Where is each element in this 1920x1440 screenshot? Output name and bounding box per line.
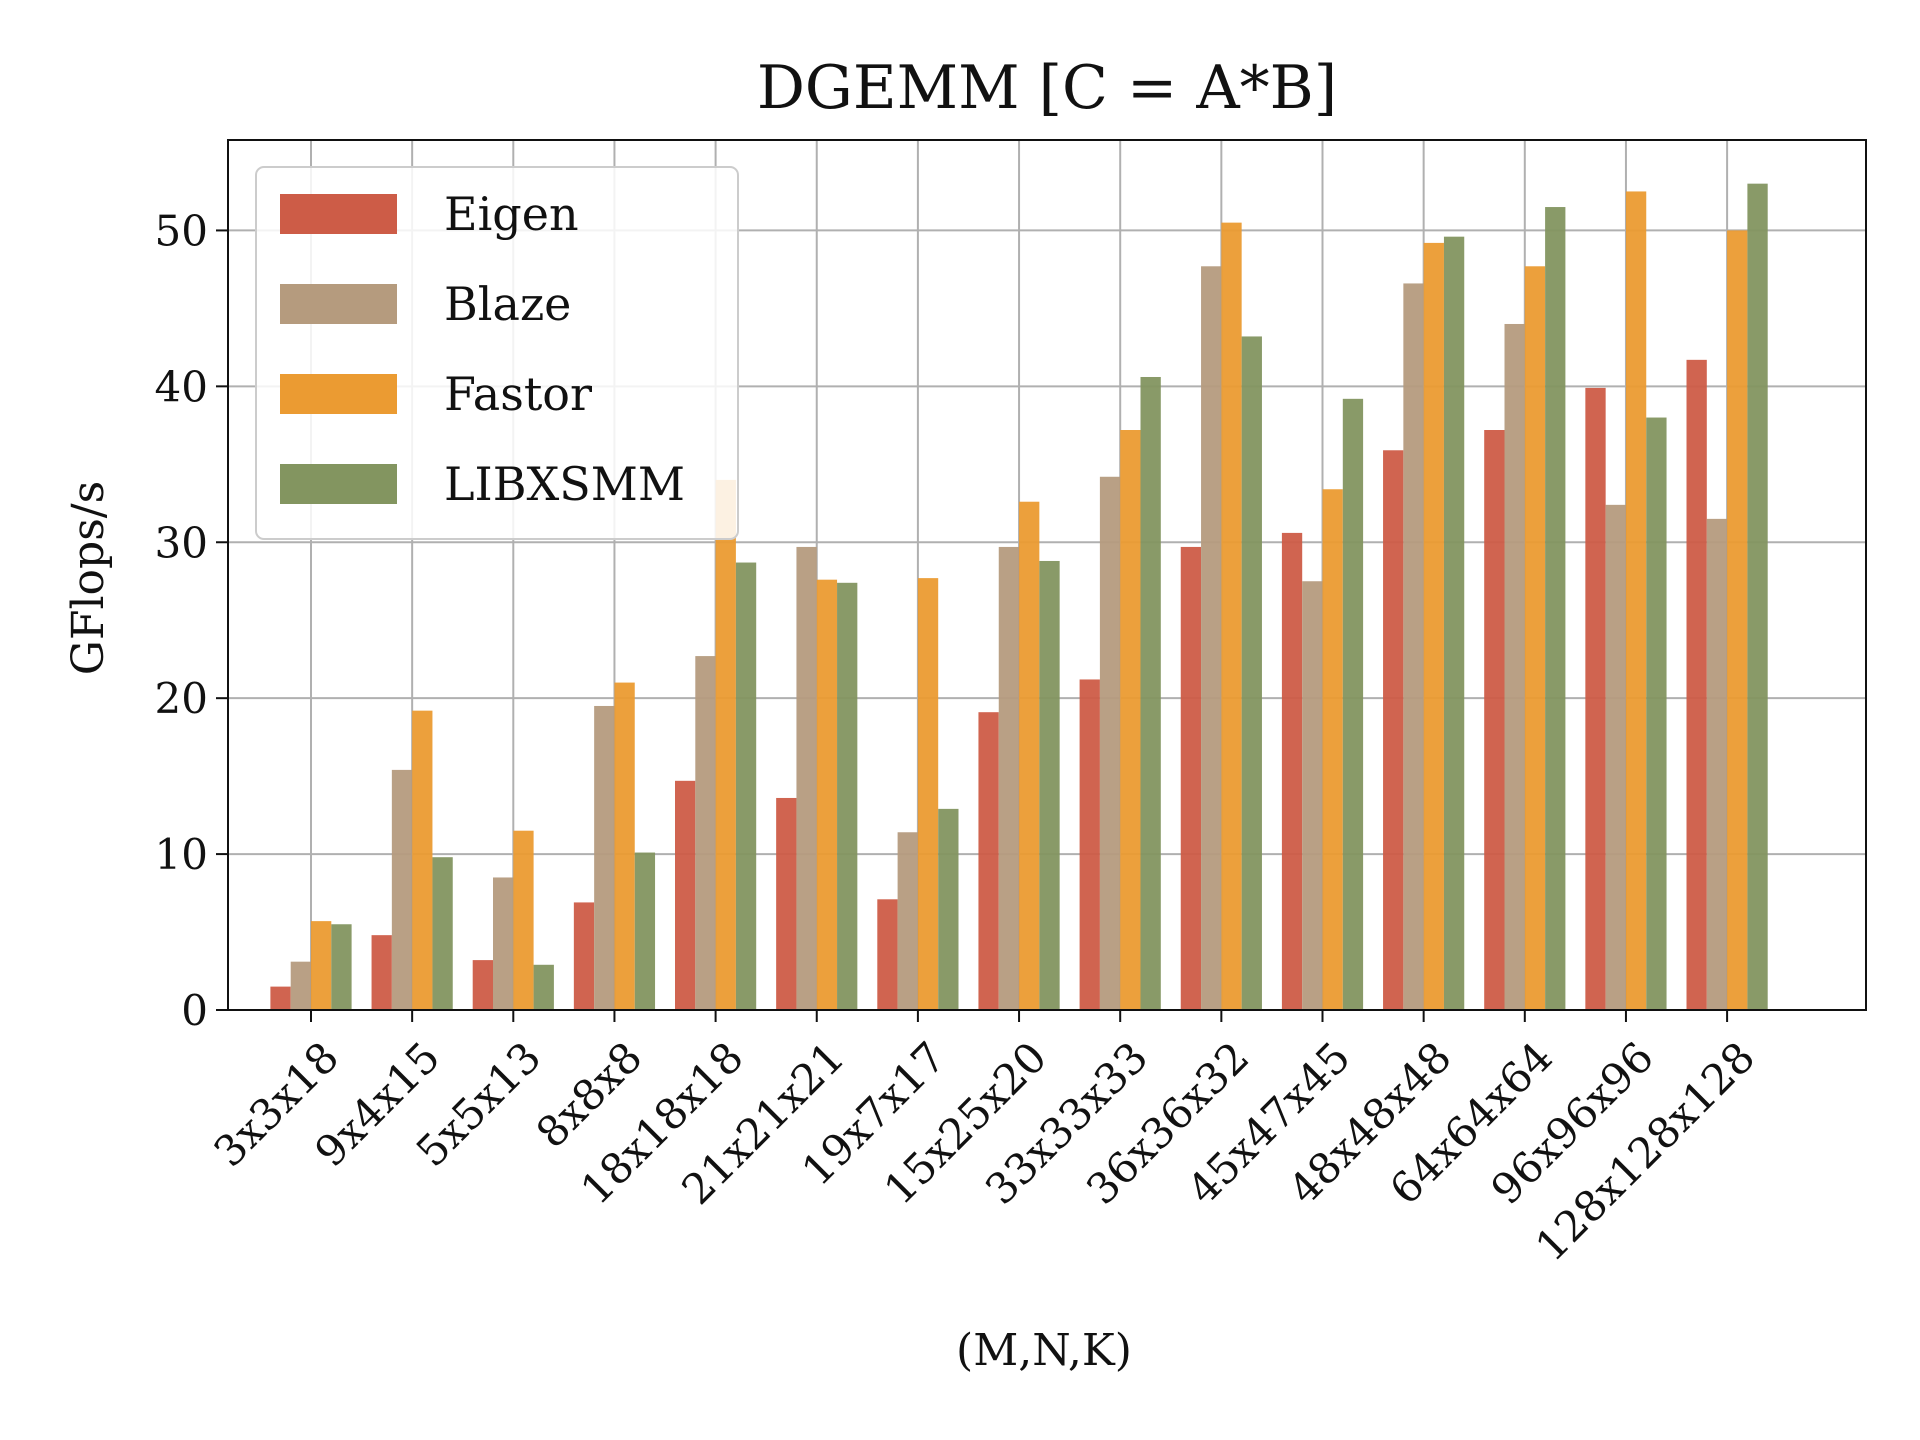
bar-libxsmm-8x8x8	[634, 852, 656, 1010]
bar-eigen-8x8x8	[573, 902, 595, 1010]
y-axis-label: GFlops/s	[63, 481, 114, 675]
bar-eigen-36x36x32	[1180, 546, 1202, 1010]
bar-fastor-19x7x17	[917, 578, 939, 1010]
bar-fastor-9x4x15	[412, 710, 433, 1010]
bar-blaze-45x47x45	[1302, 581, 1323, 1010]
bar-fastor-128x128x128	[1727, 230, 1748, 1010]
bar-fastor-48x48x48	[1423, 242, 1444, 1010]
chart-title: DGEMM [C = A*B]	[757, 53, 1337, 123]
bar-eigen-5x5x13	[472, 960, 493, 1010]
bar-libxsmm-3x3x18	[331, 924, 352, 1010]
bar-blaze-128x128x128	[1706, 518, 1728, 1010]
bars	[270, 183, 1768, 1011]
bar-eigen-128x128x128	[1686, 359, 1707, 1011]
bar-blaze-33x33x33	[1099, 476, 1121, 1010]
bar-fastor-15x25x20	[1019, 501, 1040, 1010]
legend-swatch-libxsmm	[280, 464, 397, 504]
legend: Eigen Blaze Fastor LIBXSMM	[255, 166, 739, 540]
bar-eigen-64x64x64	[1484, 430, 1505, 1010]
bar-fastor-64x64x64	[1524, 266, 1546, 1010]
bar-eigen-19x7x17	[877, 899, 898, 1010]
bar-eigen-3x3x18	[270, 986, 291, 1010]
bar-libxsmm-33x33x33	[1140, 376, 1161, 1010]
bar-blaze-15x25x20	[998, 546, 1020, 1010]
y-tick-label: 20	[155, 674, 208, 723]
bar-libxsmm-128x128x128	[1747, 183, 1768, 1010]
bar-eigen-96x96x96	[1585, 387, 1606, 1010]
bar-fastor-21x21x21	[816, 579, 838, 1010]
bar-blaze-19x7x17	[897, 832, 918, 1010]
bar-eigen-9x4x15	[371, 935, 392, 1010]
legend-label-libxsmm: LIBXSMM	[444, 457, 685, 511]
y-tick-label: 10	[155, 830, 208, 879]
bar-libxsmm-9x4x15	[432, 857, 453, 1010]
bar-libxsmm-36x36x32	[1241, 336, 1262, 1010]
x-axis-label: (M,N,K)	[956, 1325, 1132, 1376]
bar-libxsmm-48x48x48	[1443, 236, 1465, 1011]
bar-blaze-48x48x48	[1403, 283, 1424, 1010]
bar-fastor-33x33x33	[1120, 430, 1141, 1010]
bar-eigen-33x33x33	[1079, 679, 1100, 1010]
y-tick-label: 50	[155, 206, 208, 255]
bar-blaze-9x4x15	[391, 769, 413, 1010]
bar-fastor-18x18x18	[715, 479, 736, 1010]
bar-blaze-36x36x32	[1201, 266, 1222, 1010]
bar-fastor-5x5x13	[513, 830, 534, 1010]
bar-blaze-18x18x18	[695, 656, 716, 1010]
plot-frame	[227, 139, 1867, 1011]
bar-eigen-21x21x21	[776, 797, 797, 1010]
bar-fastor-96x96x96	[1625, 191, 1647, 1010]
y-tick-label: 40	[155, 362, 208, 411]
bar-libxsmm-21x21x21	[837, 582, 858, 1010]
legend-box	[255, 166, 739, 540]
bar-libxsmm-19x7x17	[938, 808, 959, 1010]
bar-libxsmm-64x64x64	[1545, 207, 1566, 1011]
bar-blaze-21x21x21	[796, 546, 817, 1010]
bar-eigen-45x47x45	[1281, 532, 1303, 1010]
bar-blaze-8x8x8	[594, 705, 615, 1010]
bar-fastor-36x36x32	[1221, 222, 1242, 1010]
bar-libxsmm-18x18x18	[735, 562, 757, 1010]
bar-libxsmm-45x47x45	[1342, 398, 1364, 1010]
legend-swatch-eigen	[280, 194, 397, 234]
bar-eigen-15x25x20	[978, 712, 999, 1010]
bar-libxsmm-5x5x13	[533, 964, 554, 1010]
bar-blaze-96x96x96	[1605, 504, 1626, 1010]
bar-libxsmm-96x96x96	[1646, 417, 1667, 1010]
bar-blaze-5x5x13	[493, 877, 514, 1010]
bar-eigen-18x18x18	[675, 780, 696, 1010]
bar-fastor-3x3x18	[311, 921, 332, 1010]
bar-blaze-3x3x18	[290, 961, 311, 1010]
y-tick-label: 30	[155, 518, 208, 567]
legend-swatch-fastor	[280, 374, 397, 414]
legend-label-fastor: Fastor	[444, 367, 592, 421]
legend-label-blaze: Blaze	[444, 277, 571, 331]
bar-fastor-45x47x45	[1322, 489, 1343, 1010]
y-tick-label: 0	[181, 986, 208, 1035]
bar-blaze-64x64x64	[1504, 323, 1525, 1011]
legend-label-eigen: Eigen	[444, 187, 579, 241]
bar-eigen-48x48x48	[1383, 450, 1404, 1010]
bar-libxsmm-15x25x20	[1039, 560, 1060, 1010]
legend-swatch-blaze	[280, 284, 397, 324]
bar-fastor-8x8x8	[614, 682, 635, 1010]
